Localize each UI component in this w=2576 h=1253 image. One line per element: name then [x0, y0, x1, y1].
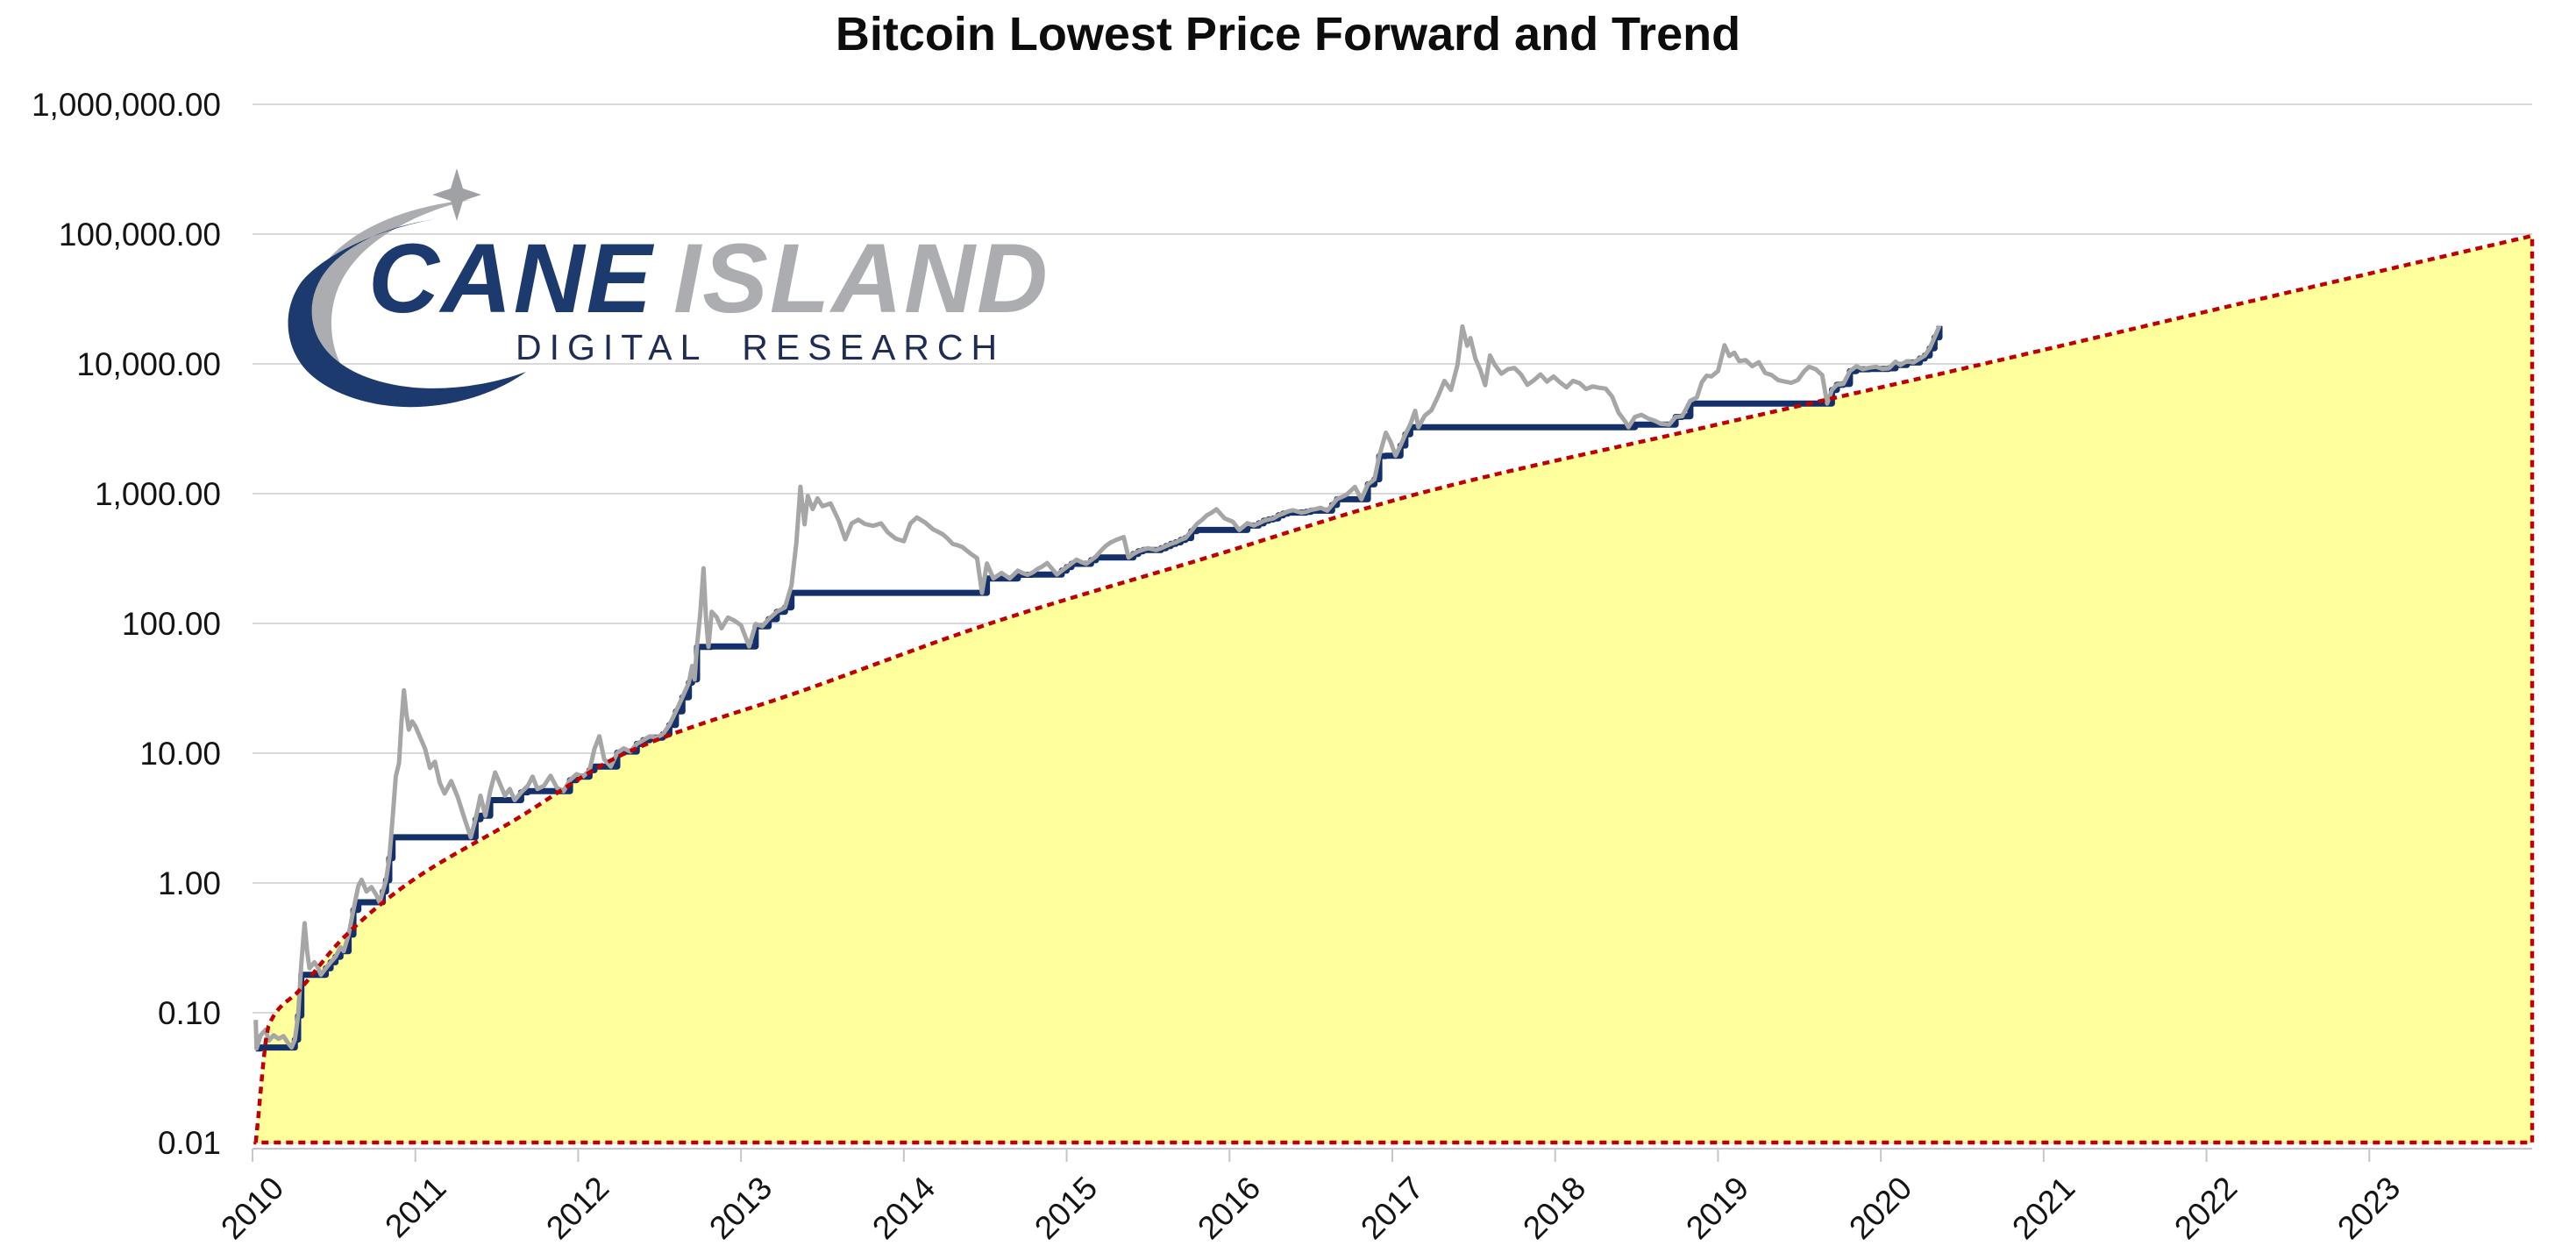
y-tick-label: 100.00: [121, 606, 221, 642]
cane-island-logo: CANE ISLAND DIGITAL RESEARCH: [288, 168, 1050, 408]
y-tick-label: 100,000.00: [58, 217, 221, 253]
y-tick-label: 1,000,000.00: [31, 87, 221, 123]
trend-fill-area: [255, 236, 2533, 1143]
logo-tagline: DIGITAL RESEARCH: [516, 327, 1005, 367]
x-axis: [252, 1148, 2532, 1162]
page-title: Bitcoin Lowest Price Forward and Trend: [835, 8, 1741, 61]
y-tick-label: 1,000.00: [94, 476, 221, 512]
logo-brand-secondary: ISLAND: [673, 224, 1050, 333]
bitcoin-price-line: [253, 324, 1942, 1051]
logo-brand-primary: CANE: [368, 224, 655, 333]
y-tick-label: 0.10: [157, 995, 221, 1031]
y-tick-label: 10,000.00: [76, 346, 221, 382]
y-tick-label: 0.01: [157, 1125, 221, 1161]
trend-dotted-line: [253, 233, 2535, 1145]
sparkle-star-icon: [432, 168, 481, 221]
y-tick-label: 10.00: [139, 736, 221, 772]
y-tick-label: 1.00: [157, 865, 221, 901]
logo-gray-swoosh: [308, 200, 470, 384]
